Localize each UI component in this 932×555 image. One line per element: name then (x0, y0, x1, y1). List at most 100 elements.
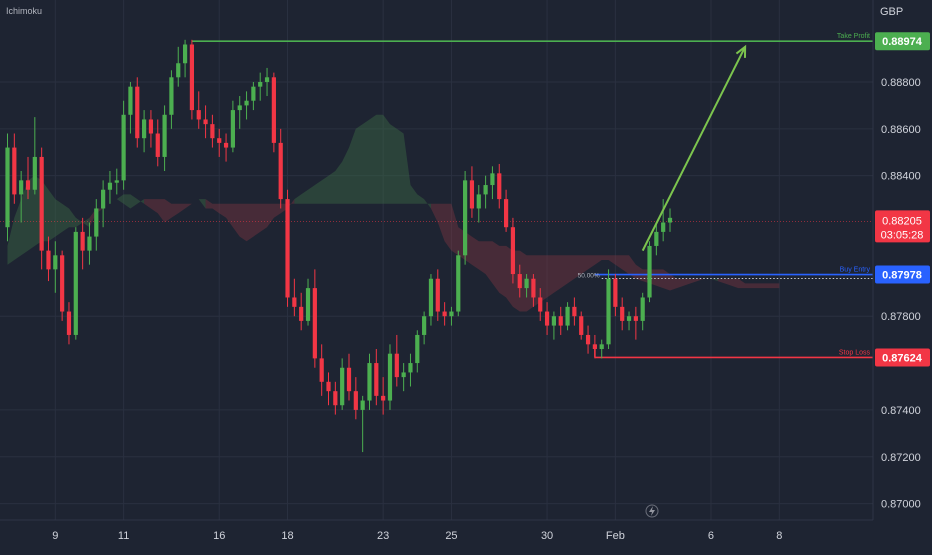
candle-bearish (66, 311, 72, 335)
candle-bearish (25, 180, 31, 190)
candle-bullish (551, 316, 556, 326)
candle-bullish (401, 372, 406, 378)
candle-bullish (128, 86, 133, 115)
price-tick-label: 0.88600 (881, 124, 921, 136)
candle-bearish (299, 306, 304, 321)
price-tick-label: 0.87400 (881, 405, 921, 417)
candle-bullish (449, 311, 454, 317)
price-axis[interactable] (873, 0, 932, 520)
candle-bearish (285, 199, 290, 298)
candle-bullish (367, 363, 372, 401)
candle-bullish (661, 222, 666, 232)
candle-bearish (442, 311, 447, 317)
candle-bullish (87, 236, 92, 251)
ichimoku-cloud (7, 114, 780, 312)
currency-label: GBP (880, 6, 904, 18)
time-tick-label: 6 (708, 530, 714, 542)
arrow-head (735, 44, 747, 58)
cloud-segment-bearish (431, 203, 705, 312)
candle-bullish (53, 255, 58, 270)
candle-bullish (258, 81, 263, 87)
candle-bearish (613, 278, 618, 307)
cloud-segment-bullish (704, 278, 718, 282)
candle-bullish (305, 288, 311, 321)
candle-bullish (667, 217, 673, 223)
candle-bearish (374, 363, 379, 396)
candle-bullish (121, 114, 126, 181)
candle-bullish (169, 77, 174, 115)
candle-bearish (394, 353, 399, 378)
candle-bearish (196, 110, 201, 120)
candle-bullish (107, 182, 113, 190)
candle-bearish (223, 142, 229, 148)
candle-bullish (73, 231, 78, 335)
candle-bullish (606, 278, 611, 345)
candle-bearish (217, 138, 222, 143)
candle-bullish (142, 119, 147, 139)
candle-bearish (469, 180, 475, 209)
candle-bullish (640, 297, 645, 321)
cloud-segment-bearish (89, 208, 104, 228)
projection-arrow (641, 44, 747, 252)
candle-bullish (654, 231, 659, 246)
cloud-segment-bullish (191, 199, 206, 209)
candle-bearish (39, 156, 44, 251)
price-tick-label: 0.87000 (881, 499, 921, 511)
price-badge-text: 0.88974 (882, 36, 923, 48)
candle-bearish (497, 173, 502, 200)
candle-bearish (60, 255, 65, 312)
candle-bullish (456, 255, 461, 312)
level-name-take-profit: Take Profit (837, 33, 870, 40)
candle-bearish (333, 391, 338, 406)
candle-bullish (162, 114, 167, 157)
current-price-value: 0.88205 (882, 215, 922, 227)
candle-bearish (503, 199, 509, 228)
lightning-icon[interactable] (645, 504, 659, 518)
candle-bearish (80, 231, 85, 251)
time-tick-label: 18 (281, 530, 293, 542)
price-badge-stop-loss (875, 348, 930, 367)
price-badge-buy-entry (875, 265, 930, 284)
price-badge-take-profit (875, 32, 930, 51)
price-tick-label: 0.87200 (881, 452, 921, 464)
candles (5, 39, 673, 453)
candle-bullish (463, 180, 468, 256)
candle-bearish (592, 344, 597, 350)
time-axis[interactable] (0, 520, 932, 550)
candle-bearish (346, 367, 352, 392)
candle-bullish (340, 367, 345, 406)
candle-bearish (148, 119, 154, 134)
candle-bearish (326, 381, 331, 392)
cloud-segment-bearish (717, 278, 780, 289)
candle-bearish (312, 288, 317, 359)
candle-bullish (524, 278, 529, 289)
candle-bearish (12, 147, 17, 195)
level-name-buy-entry: Buy Entry (840, 267, 871, 274)
cloud-segment-bearish (205, 199, 295, 242)
candle-bearish (353, 391, 358, 410)
candle-bearish (579, 316, 584, 335)
candle-bearish (585, 334, 591, 345)
candle-bearish (381, 395, 386, 401)
candle-bearish (155, 133, 160, 157)
candle-bullish (251, 86, 256, 101)
candle-bullish (244, 100, 249, 106)
candle-bullish (114, 180, 119, 183)
candle-bearish (558, 316, 563, 326)
candle-bullish (237, 105, 242, 111)
candle-bearish (572, 306, 577, 317)
indicator-name[interactable]: Ichimoku (6, 6, 43, 16)
candle-bearish (510, 227, 516, 275)
candle-bullish (19, 180, 24, 195)
candle-bullish (230, 110, 235, 148)
time-tick-label: 23 (377, 530, 389, 542)
candle-bearish (633, 316, 638, 321)
candle-bearish (517, 274, 522, 289)
candle-bearish (538, 297, 543, 312)
price-badge-text: 0.87978 (882, 270, 922, 282)
price-tick-label: 0.88400 (881, 171, 921, 183)
time-tick-label: 8 (776, 530, 782, 542)
time-tick-label: 9 (52, 530, 58, 542)
